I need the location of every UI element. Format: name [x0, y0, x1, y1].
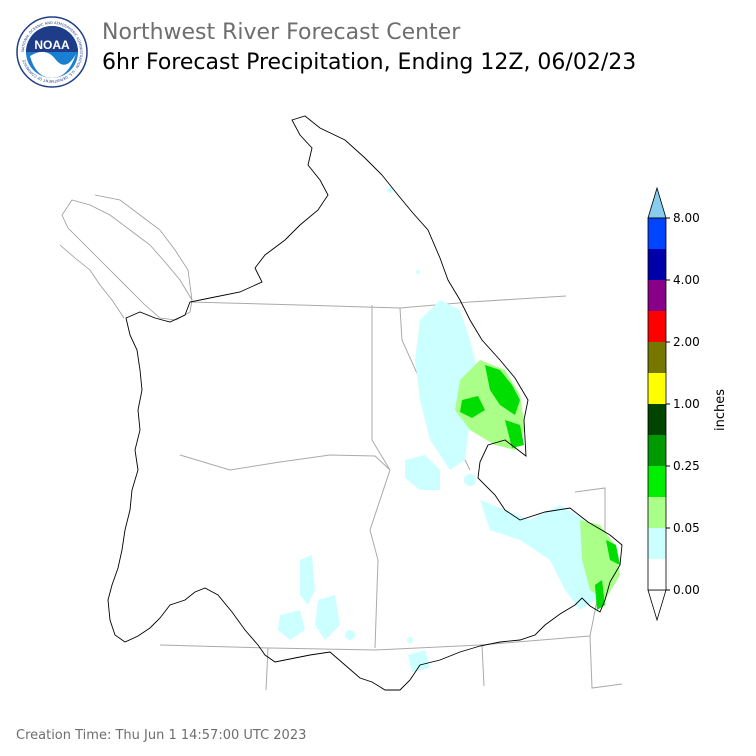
colorbar-bin — [648, 373, 666, 404]
mainland-bc-coast — [94, 194, 193, 301]
colorbar-ticks: 0.00 0.05 0.25 1.00 2.00 4.00 8.00 — [666, 211, 700, 597]
colorbar-bin — [648, 528, 666, 559]
logo-wordmark: NOAA — [34, 38, 70, 52]
precip-colorbar: 0.00 0.05 0.25 1.00 2.00 4.00 8.00 inches — [647, 186, 728, 622]
colorbar-tick-label: 4.00 — [673, 273, 700, 287]
precip-map — [59, 115, 623, 691]
colorbar-bin — [648, 280, 666, 311]
colorbar-label: inches — [713, 389, 728, 431]
colorbar-bin — [648, 497, 666, 528]
state-lines — [159, 295, 623, 691]
logo-bird-icon — [30, 51, 76, 78]
colorbar-tick-label: 0.25 — [673, 459, 700, 473]
or-ca-nv-border — [159, 635, 591, 651]
colorbar-bins — [647, 186, 667, 622]
colorbar-tick-label: 2.00 — [673, 335, 700, 349]
nv-lines — [265, 644, 485, 691]
agency-title: Northwest River Forecast Center — [102, 20, 461, 45]
logo-top-half — [26, 26, 78, 52]
precip-heavy — [460, 365, 620, 610]
creation-time: Creation Time: Thu Jun 1 14:57:00 UTC 20… — [16, 728, 307, 743]
wa-id-border — [371, 305, 391, 471]
noaa-logo: NOAA NATIONAL OCEANIC AND ATMOSPHERIC AD… — [16, 16, 88, 88]
colorbar-bin — [648, 435, 666, 466]
product-title: 6hr Forecast Precipitation, Ending 12Z, … — [102, 50, 637, 75]
colorbar-bin — [648, 218, 666, 249]
vancouver-island-coast — [61, 199, 193, 321]
wa-or-border — [179, 454, 391, 471]
colorbar-bin — [648, 249, 666, 280]
colorbar-bin — [648, 559, 666, 590]
id-or-border — [369, 469, 391, 649]
colorbar-bin — [648, 342, 666, 373]
coastline-features — [59, 194, 193, 321]
colorbar-tick-label: 0.00 — [673, 583, 700, 597]
colorbar-tick-label: 0.05 — [673, 521, 700, 535]
colorbar-tick-label: 1.00 — [673, 397, 700, 411]
precip-light — [278, 187, 600, 672]
colorbar-bin — [648, 311, 666, 342]
colorbar-bin — [648, 466, 666, 497]
canada-border — [189, 295, 567, 309]
basin-outline — [107, 115, 623, 691]
colorbar-tick-label: 8.00 — [673, 211, 700, 225]
colorbar-bin — [648, 404, 666, 435]
colorbar-extend-min — [647, 589, 667, 622]
colorbar-extend-max — [647, 186, 667, 219]
juan-de-fuca-coast — [59, 244, 125, 319]
